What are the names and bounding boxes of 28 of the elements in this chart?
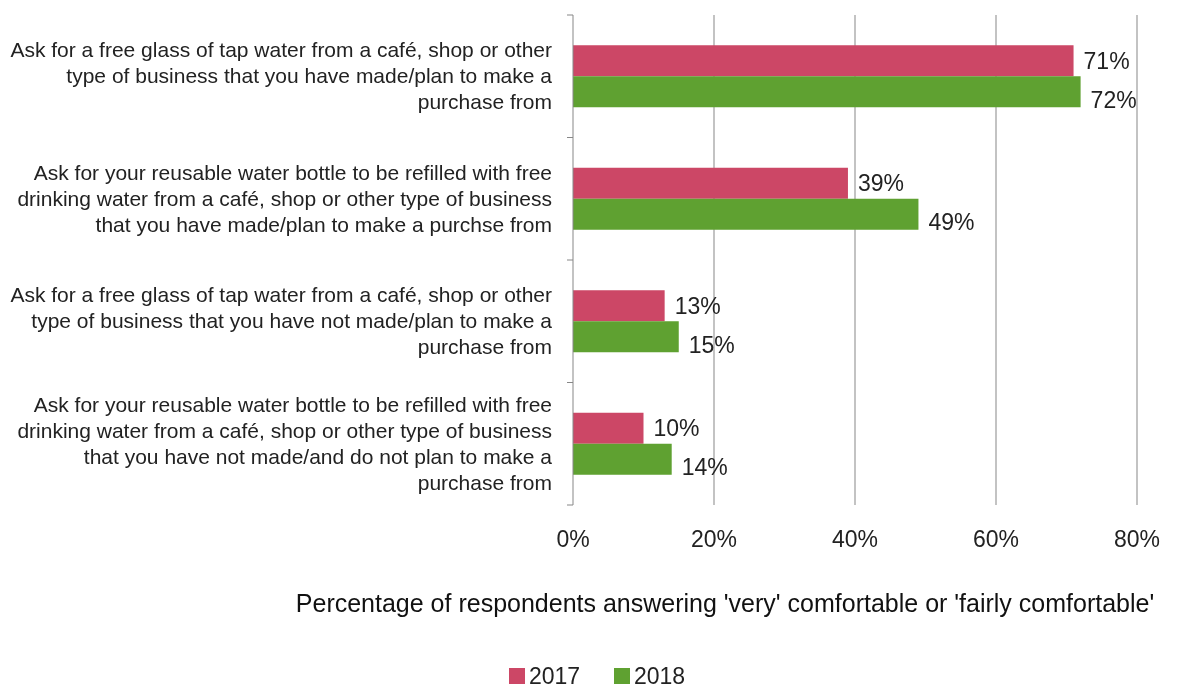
y-tick-label: Ask for a free glass of tap water from a café, shop or other type of business that you have made/plan to make a purchase from <box>10 38 553 114</box>
y-tick-label: Ask for your reusable water bottle to be refilled with free drinking water from a café, shop or other type of business that you have made/plan to make a purchse from <box>17 160 552 236</box>
data-label: 10% <box>653 415 700 442</box>
x-tick-label: 20% <box>690 526 738 552</box>
data-label: 72% <box>1090 86 1137 113</box>
data-label: 39% <box>857 170 904 197</box>
data-label: 13% <box>674 292 721 319</box>
data-label: 15% <box>688 331 735 358</box>
bar <box>573 45 1074 77</box>
data-label: 49% <box>928 209 975 236</box>
bar <box>573 167 848 199</box>
x-tick-label: 80% <box>1113 526 1161 552</box>
bar <box>573 321 679 353</box>
data-label: 14% <box>681 454 728 481</box>
y-tick-label: Ask for a free glass of tap water from a café, shop or other type of business that you have not made/plan to make a purchase from <box>10 283 553 359</box>
x-axis-title: Percentage of respondents answering 'very' comfortable or 'fairly comfortable' <box>295 589 1155 617</box>
bar <box>573 198 919 230</box>
legend-label: 2018 <box>634 663 686 689</box>
y-tick-label: Ask for your reusable water bottle to be refilled with free drinking water from a café, shop or other type of business that you have not made/and do not plan to make a purchase from <box>17 392 553 494</box>
data-label: 71% <box>1083 47 1130 74</box>
bar <box>573 443 672 475</box>
legend-label: 2017 <box>529 663 581 689</box>
bar <box>573 290 665 322</box>
x-tick-label: 40% <box>831 526 879 552</box>
bar <box>573 76 1081 108</box>
x-tick-label: 0% <box>556 526 590 552</box>
x-tick-label: 60% <box>972 526 1020 552</box>
bar <box>573 412 644 444</box>
